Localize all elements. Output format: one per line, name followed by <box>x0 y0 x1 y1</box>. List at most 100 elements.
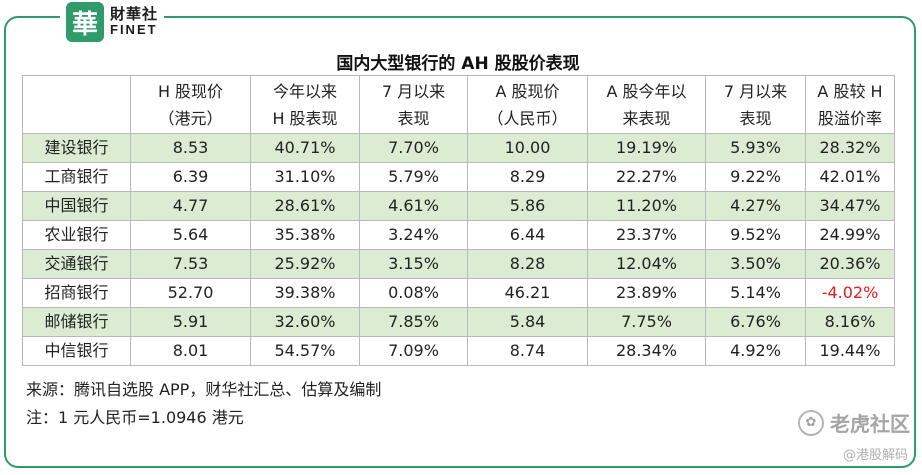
h-since-july-cell: 7.70% <box>359 133 468 163</box>
a-since-july-cell: 9.52% <box>705 220 806 250</box>
bank-name-cell: 建设银行 <box>22 133 131 163</box>
header-line: 表现 <box>739 108 772 128</box>
bank-name-cell: 邮储银行 <box>22 307 131 337</box>
h-since-july-cell: 0.08% <box>359 278 468 308</box>
h-price-cell: 6.39 <box>130 162 251 192</box>
a-since-july-cell: 4.92% <box>705 336 806 366</box>
a-since-july-cell: 4.27% <box>705 191 806 221</box>
fx-note: 注：1 元人民币=1.0946 港元 <box>26 408 244 427</box>
h-price-cell: 8.53 <box>130 133 251 163</box>
ah-premium-cell: 20.36% <box>805 249 895 279</box>
ah-premium-cell: 42.01% <box>805 162 895 192</box>
a-price-cell: 5.86 <box>467 191 588 221</box>
bank-name-cell: 中信银行 <box>22 336 131 366</box>
bank-name-cell: 招商银行 <box>22 278 131 308</box>
header-line: 来表现 <box>622 108 671 128</box>
a-price-cell: 10.00 <box>467 133 588 163</box>
ah-premium-cell: 8.16% <box>805 307 895 337</box>
tiger-community-name: 老虎社区 <box>830 412 910 436</box>
header-corner <box>22 75 131 134</box>
h-since-july-cell: 7.85% <box>359 307 468 337</box>
table-row: 招商银行 52.70 39.38% 0.08% 46.21 23.89% 5.1… <box>22 278 895 308</box>
h-price-cell: 52.70 <box>130 278 251 308</box>
a-ytd-cell: 19.19% <box>587 133 706 163</box>
h-price-cell: 4.77 <box>130 191 251 221</box>
source-note: 来源：腾讯自选股 APP，财华社汇总、估算及编制 <box>26 380 382 399</box>
a-since-july-cell: 9.22% <box>705 162 806 192</box>
h-price-cell: 7.53 <box>130 249 251 279</box>
a-ytd-cell: 22.27% <box>587 162 706 192</box>
a-price-cell: 8.74 <box>467 336 588 366</box>
h-ytd-cell: 40.71% <box>250 133 360 163</box>
h-price-cell: 5.91 <box>130 307 251 337</box>
logo-name-cn: 財華社 <box>110 5 159 24</box>
header-line: A 股今年以 <box>606 81 687 101</box>
a-since-july-cell: 3.50% <box>705 249 806 279</box>
a-ytd-cell: 23.37% <box>587 220 706 250</box>
ah-premium-cell: 28.32% <box>805 133 895 163</box>
h-since-july-cell: 3.15% <box>359 249 468 279</box>
header-h-since-july: 7 月以来 表现 <box>359 75 468 134</box>
h-ytd-cell: 32.60% <box>250 307 360 337</box>
h-ytd-cell: 35.38% <box>250 220 360 250</box>
tiger-paw-icon: ✿ <box>798 409 824 436</box>
h-since-july-cell: 4.61% <box>359 191 468 221</box>
logo-name-en: FINET <box>110 22 158 38</box>
table-row: 农业银行 5.64 35.38% 3.24% 6.44 23.37% 9.52%… <box>22 220 895 250</box>
a-price-cell: 6.44 <box>467 220 588 250</box>
a-ytd-cell: 28.34% <box>587 336 706 366</box>
header-line: H 股现价 <box>157 81 224 101</box>
table-row: 交通银行 7.53 25.92% 3.15% 8.28 12.04% 3.50%… <box>22 249 895 279</box>
a-price-cell: 8.29 <box>467 162 588 192</box>
a-since-july-cell: 5.14% <box>705 278 806 308</box>
h-ytd-cell: 54.57% <box>250 336 360 366</box>
table-row: 中信银行 8.01 54.57% 7.09% 8.74 28.34% 4.92%… <box>22 336 895 366</box>
h-ytd-cell: 25.92% <box>250 249 360 279</box>
header-a-since-july: 7 月以来 表现 <box>705 75 806 134</box>
table-row: 邮储银行 5.91 32.60% 7.85% 5.84 7.75% 6.76% … <box>22 307 895 337</box>
header-line: 股溢价率 <box>817 108 882 128</box>
h-ytd-cell: 39.38% <box>250 278 360 308</box>
ah-premium-cell: 19.44% <box>805 336 895 366</box>
h-since-july-cell: 7.09% <box>359 336 468 366</box>
tiger-community-badge: ✿ 老虎社区 <box>798 408 910 437</box>
header-line: 今年以来 <box>272 81 337 101</box>
h-since-july-cell: 3.24% <box>359 220 468 250</box>
table-header-row: H 股现价 （港元） 今年以来 H 股表现 7 月以来 表现 A 股现价 （人民… <box>22 75 895 134</box>
header-line: A 股较 H <box>817 81 883 101</box>
header-line: （人民币） <box>487 108 568 128</box>
logo-seal-icon: 華 <box>66 2 104 42</box>
h-price-cell: 8.01 <box>130 336 251 366</box>
a-price-cell: 46.21 <box>467 278 588 308</box>
header-line: （港元） <box>158 108 223 128</box>
a-ytd-cell: 12.04% <box>587 249 706 279</box>
header-line: 表现 <box>397 108 430 128</box>
h-ytd-cell: 28.61% <box>250 191 360 221</box>
header-line: H 股表现 <box>272 108 338 128</box>
h-since-july-cell: 5.79% <box>359 162 468 192</box>
a-since-july-cell: 6.76% <box>705 307 806 337</box>
ah-premium-cell: 34.47% <box>805 191 895 221</box>
author-handle: @港股解码 <box>842 448 908 463</box>
header-h-ytd: 今年以来 H 股表现 <box>250 75 360 134</box>
a-price-cell: 5.84 <box>467 307 588 337</box>
h-ytd-cell: 31.10% <box>250 162 360 192</box>
header-line: 7 月以来 <box>381 81 446 101</box>
logo-text: 財華社 FINET <box>110 5 159 38</box>
finet-logo: 華 財華社 FINET <box>60 0 165 44</box>
a-ytd-cell: 23.89% <box>587 278 706 308</box>
a-price-cell: 8.28 <box>467 249 588 279</box>
ah-premium-cell: 24.99% <box>805 220 895 250</box>
h-price-cell: 5.64 <box>130 220 251 250</box>
bank-name-cell: 交通银行 <box>22 249 131 279</box>
header-ah-premium: A 股较 H 股溢价率 <box>805 75 895 134</box>
bank-name-cell: 农业银行 <box>22 220 131 250</box>
ah-share-table: H 股现价 （港元） 今年以来 H 股表现 7 月以来 表现 A 股现价 （人民… <box>22 75 895 366</box>
a-ytd-cell: 7.75% <box>587 307 706 337</box>
ah-premium-cell-negative: -4.02% <box>805 278 895 308</box>
header-h-price: H 股现价 （港元） <box>130 75 251 134</box>
table-row: 建设银行 8.53 40.71% 7.70% 10.00 19.19% 5.93… <box>22 133 895 163</box>
table-title: 国内大型银行的 AH 股股价表现 <box>336 54 580 74</box>
table-row: 工商银行 6.39 31.10% 5.79% 8.29 22.27% 9.22%… <box>22 162 895 192</box>
bank-name-cell: 工商银行 <box>22 162 131 192</box>
